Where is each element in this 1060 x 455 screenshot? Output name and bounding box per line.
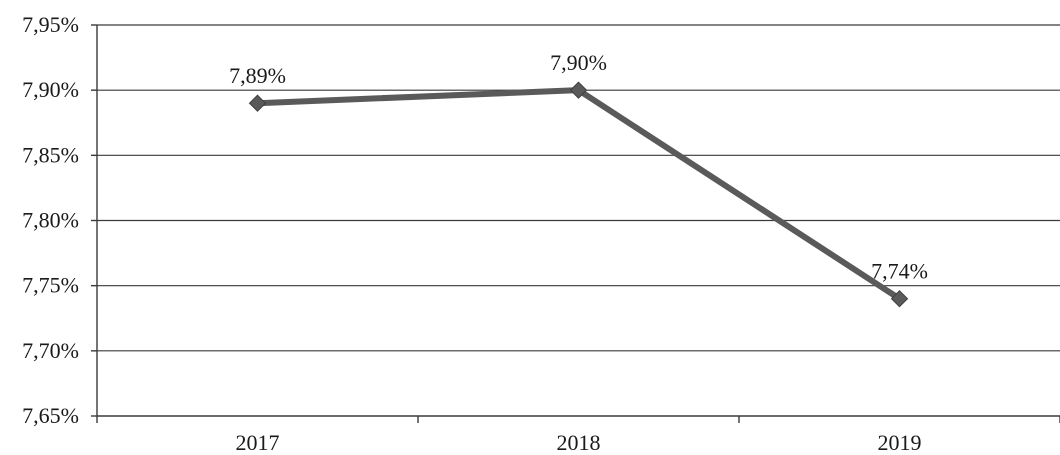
y-axis-tick-labels: 7,65% 7,70% 7,75% 7,80% 7,85% 7,90% 7,95%: [22, 12, 79, 428]
data-labels: 7,89% 7,90% 7,74%: [229, 50, 928, 284]
data-point-marker: [248, 94, 267, 112]
y-tick-label: 7,65%: [22, 403, 79, 428]
y-tick-label: 7,70%: [22, 338, 79, 363]
y-tick-label: 7,80%: [22, 208, 79, 233]
data-label: 7,74%: [871, 259, 928, 284]
y-tick-label: 7,90%: [22, 77, 79, 102]
axes: [91, 24, 1060, 423]
data-label: 7,90%: [550, 50, 607, 75]
series-line: [257, 87, 902, 302]
y-tick-label: 7,95%: [22, 12, 79, 37]
x-tick-label: 2018: [557, 430, 601, 455]
x-tick-label: 2017: [236, 430, 280, 455]
y-tick-label: 7,75%: [22, 273, 79, 298]
series-0-line: [257, 87, 902, 302]
series-markers: [248, 81, 909, 308]
x-tick-label: 2019: [878, 430, 922, 455]
x-axis-tick-labels: 2017 2018 2019: [236, 430, 922, 455]
data-point-marker: [569, 81, 588, 99]
data-point-marker: [890, 289, 909, 308]
data-label: 7,89%: [229, 63, 286, 88]
y-tick-label: 7,85%: [22, 142, 79, 167]
